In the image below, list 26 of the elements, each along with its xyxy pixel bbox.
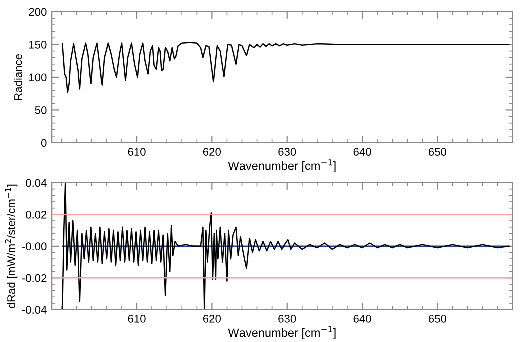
y-tick-label: 200 (29, 8, 47, 16)
x-tick-label: 610 (128, 148, 146, 156)
y-tick-label: 0.04 (26, 179, 47, 188)
x-tick-label: 650 (428, 148, 447, 156)
y-tick-label: -0.04 (22, 306, 47, 314)
x-axis-title: Wavenumber [cm$^{−1}$] (228, 326, 336, 340)
x-axis-title: Wavenumber [cm$^{−1}$] (228, 160, 336, 173)
x-tick-label: 620 (203, 148, 222, 156)
y-tick-label: -0.02 (22, 274, 47, 282)
x-tick-label: 610 (128, 315, 146, 323)
x-tick-label: 640 (354, 315, 372, 323)
line-series (62, 182, 510, 310)
y-axis-title: Radiance (14, 54, 22, 100)
x-tick-label: 650 (428, 315, 447, 323)
x-tick-label: 640 (354, 148, 372, 156)
y-tick-label: 150 (30, 40, 47, 49)
y-tick-label: 50 (35, 106, 47, 114)
line-series (62, 42, 510, 94)
x-tick-label: 630 (278, 148, 296, 156)
y-axis-title: dRad [mW/m$^{2}$/ster/cm$^{−1}$] (5, 184, 18, 308)
x-tick-label: 630 (278, 315, 296, 323)
y-tick-label: 0 (41, 139, 47, 148)
y-tick-label: 0.02 (26, 210, 47, 219)
y-tick-label: -0.00 (22, 242, 47, 251)
x-tick-label: 620 (203, 315, 222, 323)
y-tick-label: 100 (30, 74, 47, 82)
